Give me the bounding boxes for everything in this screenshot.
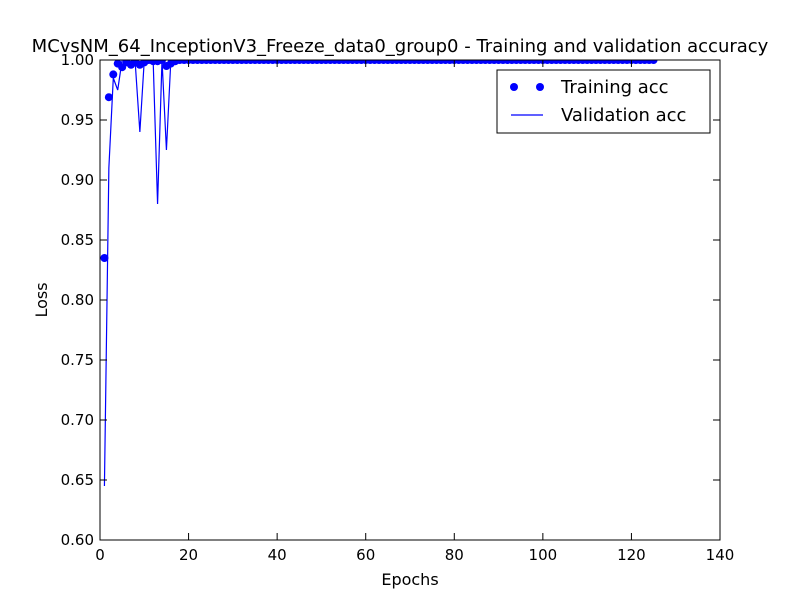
chart-title: MCvsNM_64_InceptionV3_Freeze_data0_group… [32,36,769,57]
y-tick-label: 0.80 [61,291,94,309]
x-axis: 0 20 40 60 80 100 120 140 [95,60,734,564]
y-axis: 0.60 0.65 0.70 0.75 0.80 0.85 0.90 0.95 1.00 [61,51,720,549]
y-tick-label: 0.75 [61,351,94,369]
x-tick-label: 140 [706,546,735,564]
y-tick-label: 1.00 [61,51,94,69]
y-tick-label: 0.65 [61,471,94,489]
y-tick-label: 0.60 [61,531,94,549]
x-tick-label: 20 [179,546,198,564]
legend-entry-validation: Validation acc [561,105,686,126]
y-tick-label: 0.95 [61,111,94,129]
legend-marker-icon [510,83,518,91]
data-point-training [649,60,658,64]
x-tick-label: 80 [445,546,464,564]
legend: Training acc Validation acc [496,69,711,134]
y-tick-label: 0.90 [61,171,94,189]
legend-entry-training: Training acc [560,77,669,98]
x-tick-label: 100 [529,546,558,564]
x-tick-label: 40 [268,546,287,564]
x-axis-label: Epochs [381,570,438,589]
x-tick-label: 60 [356,546,375,564]
y-tick-label: 0.70 [61,411,94,429]
legend-box [496,69,711,134]
y-tick-label: 0.85 [61,231,94,249]
data-point-training [109,70,118,79]
data-point-training [100,254,109,262]
y-axis-label: Loss [32,282,51,317]
legend-marker-icon [536,83,544,91]
series-layer [100,60,658,487]
data-point-training [104,93,113,102]
x-tick-label: 0 [95,546,105,564]
x-tick-label: 120 [617,546,646,564]
